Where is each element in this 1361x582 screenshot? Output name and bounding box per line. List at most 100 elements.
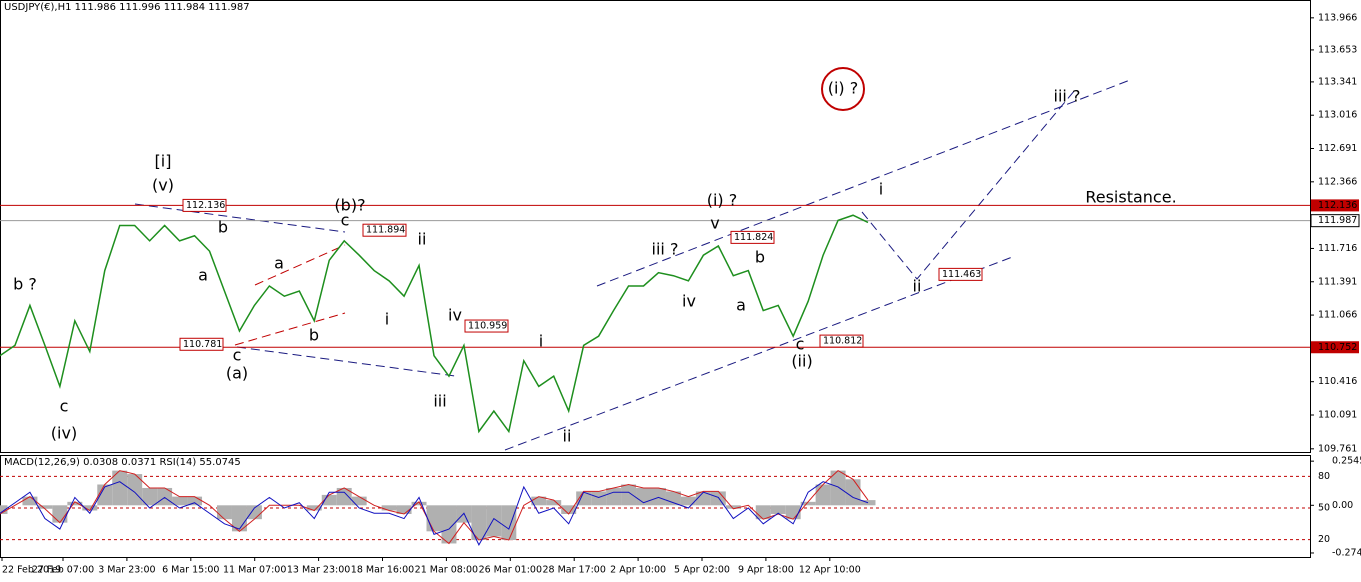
wave-label: a [736,296,746,315]
chart-title: USDJPY(€),H1 111.986 111.996 111.984 111… [4,2,250,13]
y2-tick-label: 0.00 [1332,500,1353,511]
wave-label: (ii) [791,352,812,371]
y-tick-label: 113.341 [1318,76,1357,87]
x-tick-label: 3 Mar 23:00 [98,565,155,576]
indicator-frame [0,455,1311,558]
y-tick-label: 20 [1318,534,1330,545]
macd-bar [561,505,577,514]
wave-label: c [233,346,242,365]
macd-bar [576,491,592,506]
wave-label: Resistance. [1085,188,1176,207]
price-label-box [182,198,227,212]
macd-bar [0,505,8,514]
macd-bar [231,505,247,532]
price-label-box [362,223,407,237]
macd-bar [396,505,412,514]
price-label: 111.463 [942,269,981,280]
y-tick-label: 112.366 [1318,176,1357,187]
level-box [1311,341,1359,354]
wave-label: [i] [155,152,172,171]
wave-label: c [60,397,69,416]
price-label: 111.824 [734,232,773,243]
macd-bar [22,496,38,506]
level-label: 110.752 [1318,342,1357,353]
wave-label: ii [913,277,922,296]
wave-label: (a) [226,364,248,383]
macd-bar [770,505,786,514]
wave-label: ii [418,230,427,249]
wave-label: (i) ? [828,79,859,98]
wave-label: c [341,211,350,230]
wave-label: (iv) [51,424,77,443]
macd-bar [321,494,337,506]
wave-label: ii [563,427,572,446]
macd-bar [546,500,562,506]
x-tick-label: 27 Feb 07:00 [32,565,94,576]
x-tick-label: 13 Mar 23:00 [287,565,350,576]
wave-label: (i) ? [707,191,738,210]
x-tick-label: 12 Apr 10:00 [799,565,861,576]
wave-label: b [309,326,319,345]
wave-label: a [198,266,208,285]
wave-label: iii ? [1054,87,1081,106]
macd-bar [501,505,517,540]
x-tick-label: 2 Apr 10:00 [610,565,666,576]
y-tick-label: 113.653 [1318,44,1357,55]
wave-label: iv [448,306,462,325]
price-label: 112.136 [186,200,225,211]
macd-bar [411,501,427,506]
macd-bar [142,487,158,506]
macd-bar [441,505,457,544]
level-box [1311,199,1359,212]
y-tick-label: 111.391 [1318,276,1357,287]
y-tick-label: 50 [1318,503,1330,514]
wave-label: (b)? [334,196,365,215]
macd-bar [800,501,816,506]
y-tick-label: 110.091 [1318,409,1357,420]
macd-bar [112,470,128,506]
macd-bar [815,484,831,506]
wave-label: a [274,254,284,273]
macd-bar [651,487,666,506]
wave-label: i [385,310,389,329]
y-tick-label: 113.016 [1318,110,1357,121]
macd-bar [680,496,696,506]
y2-tick-label: 0.2545 [1332,456,1361,467]
macd-bar [725,505,741,509]
macd-bar [695,491,711,506]
price-label-box [938,267,983,281]
highlight-circle [821,67,865,111]
x-tick-label: 6 Mar 15:00 [162,565,219,576]
macd-bar [845,479,861,506]
macd-bar [246,505,262,520]
macd-bar [67,501,83,506]
macd-bar [606,487,622,506]
price-label: 110.781 [183,339,222,350]
macd-bar [306,505,322,511]
wave-label: i [539,332,543,351]
y-tick-label: 80 [1318,471,1330,482]
price-label-box [464,319,509,333]
macd-bar [157,487,173,506]
wave-label: iii [433,392,446,411]
macd-bar [486,505,502,537]
y2-tick-label: -0.2748 [1332,547,1361,558]
y-tick-label: 109.761 [1318,443,1357,454]
wave-label: i [879,180,883,199]
x-tick-label: 5 Apr 02:00 [674,565,730,576]
wave-label: b [218,218,228,237]
macd-bar [52,505,68,523]
trend-lines [134,79,1131,451]
macd-bar [97,484,113,506]
macd-bar [381,505,397,511]
wave-label: iv [682,292,696,311]
x-tick-label: 26 Mar 01:00 [479,565,542,576]
x-tick-label: 9 Apr 18:00 [738,565,794,576]
level-label: 112.136 [1318,200,1357,211]
macd-bar [471,505,487,540]
macd-bar [127,474,143,506]
level-label: 111.987 [1318,215,1357,226]
macd-bar [426,505,442,532]
wave-label: v [710,214,719,233]
